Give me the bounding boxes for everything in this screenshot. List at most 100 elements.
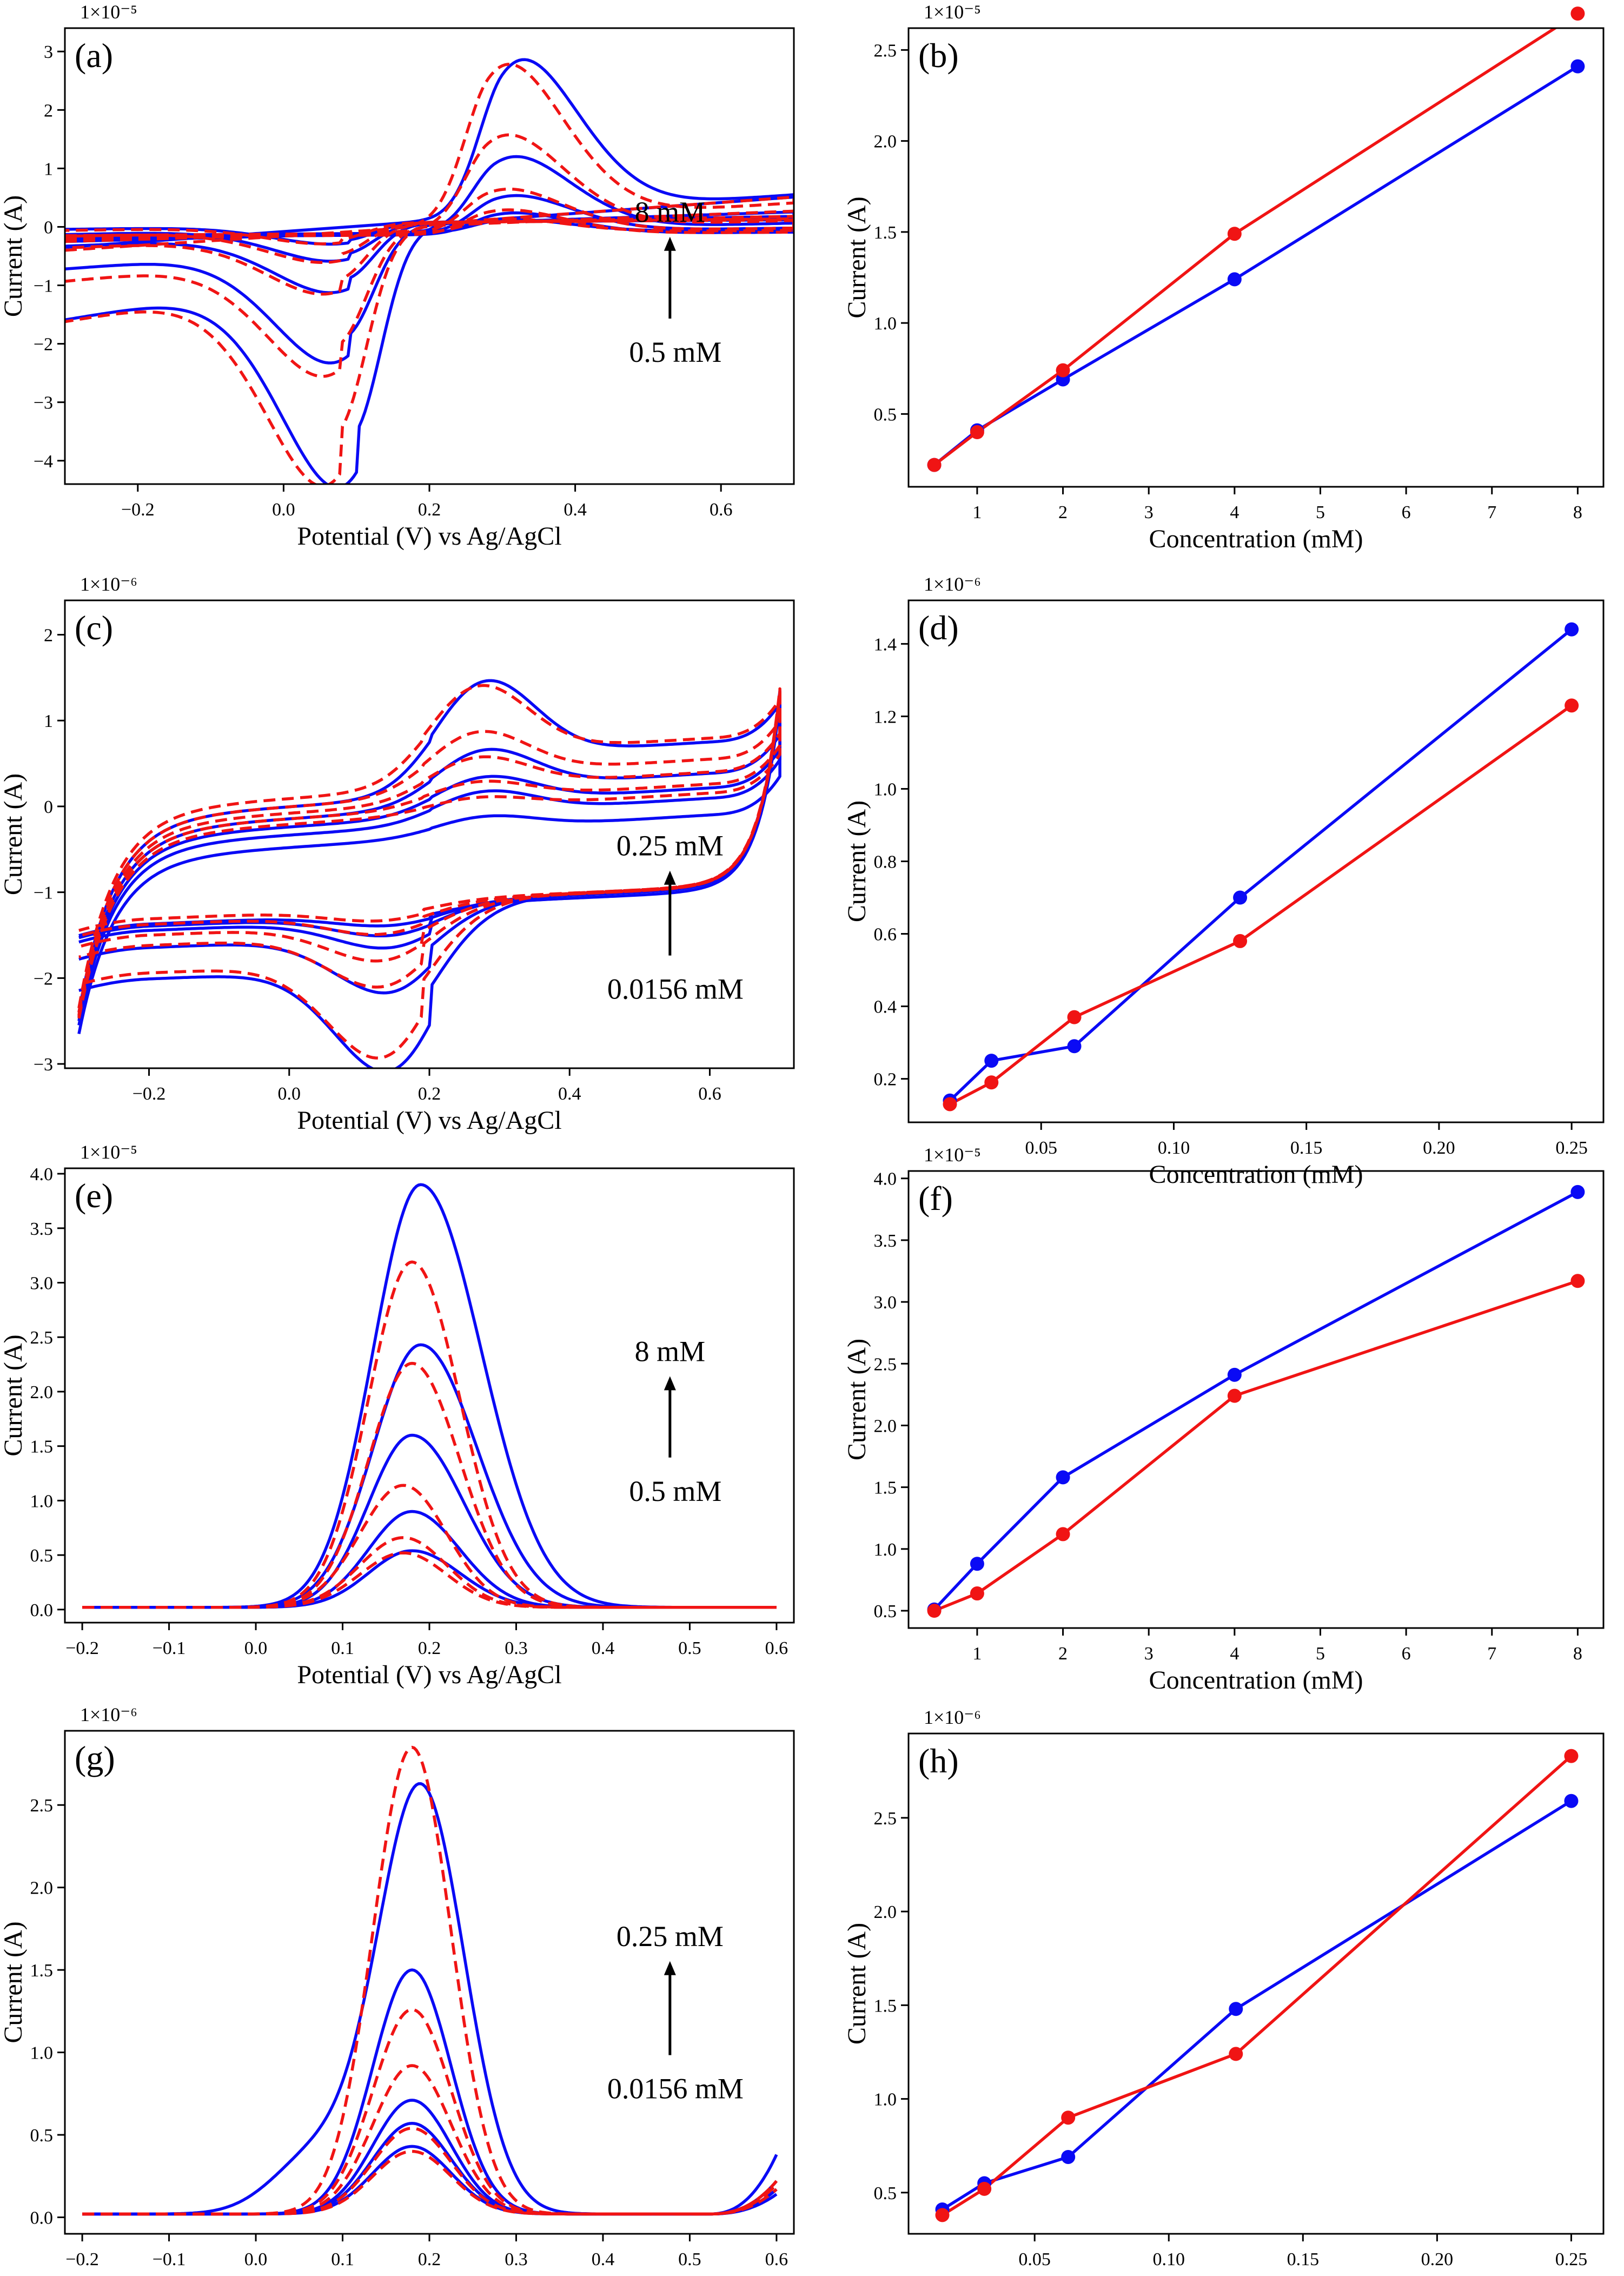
x-tick-label: 3 [1144,1644,1154,1664]
series-line-red-8 [82,1536,777,1609]
x-tick-label: −0.1 [153,1638,186,1658]
x-tick-label: 5 [1316,1644,1325,1664]
data-point-blue-3 [1227,272,1242,287]
x-tick-label: 0.4 [592,2249,615,2270]
y-tick-label: 0.5 [874,1602,897,1622]
series-line-blue-0 [82,1782,778,2216]
x-axis-label: Potential (V) vs Ag/AgCl [297,1106,561,1135]
y-tick-label: 3.5 [874,1231,897,1251]
panel-label: (d) [918,608,959,647]
y-tick-label: 1 [44,711,53,731]
data-point-blue-1 [970,1557,984,1571]
x-tick-label: 0.3 [505,2249,528,2270]
y-tick-label: 1.0 [874,1540,897,1560]
annotation-arrow-head [664,1961,676,1975]
x-tick-label: 1 [972,1644,982,1664]
x-tick-label: 3 [1144,502,1154,522]
series-line-blue-0 [933,1190,1579,1611]
panel-e: −0.2 −0.1 0.0 0.1 0.2 0.3 0.4 0.5 0.6 0.0 0.5 1.0 1.… [0,1141,795,1689]
series-group [933,1190,1579,1612]
x-tick-label: 4 [1230,1644,1239,1664]
data-point-red-1 [970,1586,984,1601]
data-point-red-4 [1570,1274,1585,1288]
x-tick-label: 0.1 [331,1638,354,1658]
x-tick-label: 6 [1402,502,1411,522]
annotation-bottom: 0.5 mM [629,336,721,368]
annotation-top: 0.25 mM [617,830,724,862]
y-tick-label: 0 [44,217,53,237]
x-tick-label: 0.20 [1421,2249,1454,2270]
plot-frame [907,1170,1605,1629]
x-axis-label: Concentration (mM) [1149,1160,1363,1189]
panel-label: (a) [75,36,113,75]
y-tick-label: −4 [34,452,53,472]
y-tick-label: 1.5 [874,1478,897,1498]
series-line-blue-0 [82,1183,777,1609]
x-tick-label: 0.6 [710,500,733,520]
x-tick-label: 0.4 [558,1084,581,1104]
y-tick-label: 3.5 [30,1219,54,1239]
data-point-blue-2 [1056,1470,1070,1485]
x-tick-label: 8 [1573,1644,1582,1664]
x-axis-label: Concentration (mM) [1149,525,1363,553]
x-tick-label: 0.0 [244,2249,268,2270]
x-tick-label: −0.2 [121,500,155,520]
x-tick-label: 5 [1316,502,1325,522]
axis-multiplier: 1×10⁻⁶ [80,573,137,595]
y-tick-label: 2.0 [30,1878,54,1898]
data-point-red-2 [1056,363,1070,378]
x-tick-label: 0.2 [418,1084,441,1104]
x-tick-label: 0.1 [331,2249,354,2270]
y-tick-label: 2.5 [30,1796,54,1816]
x-tick-label: 0.2 [418,500,441,520]
series-line-blue-4 [82,2145,778,2216]
y-tick-label: 2.5 [874,1354,897,1374]
annotation-bottom: 0.0156 mM [607,973,744,1005]
series-group [942,1755,1573,2217]
y-tick-label: −2 [34,335,53,355]
y-tick-label: 2.5 [874,41,897,61]
series-group [949,628,1573,1106]
annotation-bottom: 0.0156 mM [607,2073,744,2105]
x-tick-label: 2 [1058,1644,1068,1664]
x-tick-label: 0.05 [1025,1138,1057,1158]
y-tick-label: 2 [44,625,53,645]
y-tick-label: 0.2 [874,1070,897,1090]
panel-label: (g) [75,1739,115,1777]
series-line-blue-0 [949,628,1573,1102]
x-tick-label: 0.4 [564,500,587,520]
x-tick-label: 0.2 [418,2249,441,2270]
y-axis-label: Current (A) [0,773,28,895]
y-tick-label: 1.0 [874,779,897,799]
series-group [933,28,1579,466]
panel-label: (c) [75,608,113,647]
y-tick-label: 1.5 [30,1961,54,1981]
y-tick-label: 0.5 [874,2184,897,2204]
y-tick-label: 4.0 [874,1169,897,1189]
y-tick-label: −3 [34,1055,53,1075]
x-tick-label: 2 [1058,502,1068,522]
y-tick-label: 1 [44,159,53,179]
x-axis-label: Potential (V) vs Ag/AgCl [297,2272,561,2276]
x-tick-label: 0.25 [1555,1138,1588,1158]
y-tick-label: 1.5 [874,223,897,243]
series-line-red-5 [82,1745,778,2216]
y-tick-label: −2 [34,969,53,989]
data-point-red-2 [1061,2110,1076,2125]
data-point-red-3 [1233,934,1248,948]
x-tick-label: 8 [1573,502,1582,522]
y-tick-label: 4.0 [30,1165,54,1185]
data-point-red-3 [1227,227,1242,241]
y-tick-label: 0.5 [30,2126,54,2146]
series-line-red-6 [77,689,781,1013]
series-line-red-1 [942,1755,1573,2217]
series-line-red-1 [933,1279,1579,1612]
panel-d: 0.05 0.10 0.15 0.20 0.25 0.2 0.4 0.6 0.8 1.0 1.2 1.… [843,573,1605,1189]
x-tick-label: 6 [1402,1644,1411,1664]
x-tick-label: −0.2 [132,1084,166,1104]
data-point-red-1 [984,1075,999,1090]
axis-multiplier: 1×10⁻⁶ [924,1706,981,1728]
series-line-red-1 [949,704,1573,1106]
annotation-arrow-head [664,870,676,885]
x-tick-label: −0.2 [65,2249,99,2270]
